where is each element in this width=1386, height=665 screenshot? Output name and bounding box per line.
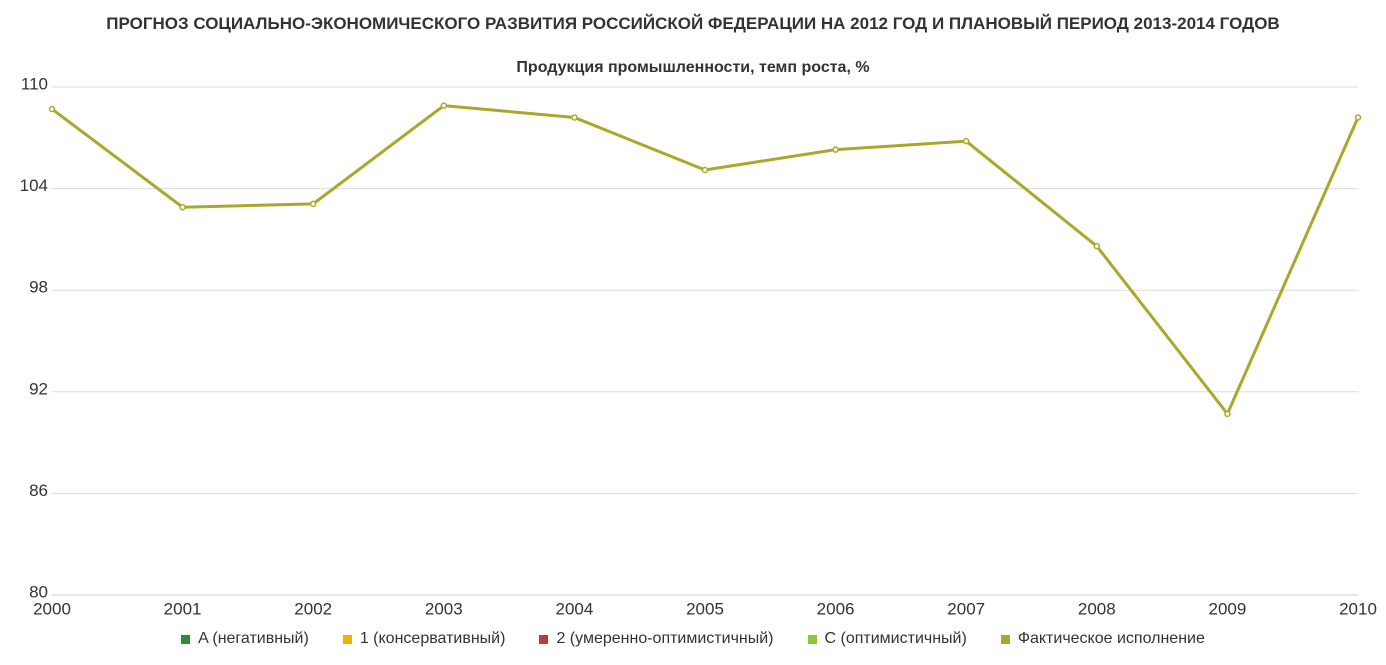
x-tick-label: 2007 — [947, 599, 985, 618]
legend-swatch — [807, 634, 817, 644]
y-tick-label: 80 — [29, 582, 48, 601]
chart-title: ПРОГНОЗ СОЦИАЛЬНО-ЭКОНОМИЧЕСКОГО РАЗВИТИ… — [106, 14, 1280, 33]
data-point — [832, 146, 839, 153]
legend-item: 2 (умеренно-оптимистичный) — [539, 630, 774, 648]
data-point — [48, 105, 56, 113]
series-line — [51, 104, 1360, 417]
data-point — [179, 203, 186, 211]
legend-label: A (негативный) — [198, 630, 309, 647]
data-point — [309, 200, 317, 208]
legend-swatch — [342, 634, 352, 644]
legend-swatch — [181, 634, 191, 644]
data-point — [1093, 242, 1101, 250]
y-tick-label: 104 — [20, 176, 48, 195]
legend-item: 1 (консервативный) — [342, 630, 506, 648]
data-point — [962, 137, 970, 145]
y-tick-label: 110 — [21, 74, 48, 93]
data-point — [440, 102, 448, 109]
y-tick-label: 86 — [29, 481, 48, 500]
legend-item: C (оптимистичный) — [807, 630, 967, 648]
x-tick-label: 2009 — [1208, 599, 1246, 618]
data-point — [701, 166, 709, 174]
chart-subtitle: Продукция промышленности, темп роста, % — [516, 59, 870, 76]
x-tick-label: 2008 — [1078, 599, 1116, 618]
legend-item: Фактическое исполнение — [1000, 630, 1205, 648]
legend: A (негативный) 1 (консервативный) 2 (умере… — [0, 630, 1386, 648]
legend-label: 2 (умеренно-оптимистичный) — [556, 630, 774, 647]
legend-label: C (оптимистичный) — [824, 630, 967, 647]
x-tick-label: 2003 — [425, 599, 463, 618]
legend-swatch — [539, 634, 549, 644]
legend-item: A (негативный) — [181, 630, 309, 648]
data-point — [571, 114, 578, 121]
x-tick-label: 2005 — [686, 599, 724, 618]
data-point — [1224, 410, 1231, 418]
y-tick-label: 92 — [29, 379, 48, 398]
x-tick-label: 2010 — [1339, 599, 1377, 618]
data-point — [1354, 114, 1362, 121]
y-tick-label: 98 — [29, 278, 48, 297]
x-tick-label: 2002 — [294, 599, 332, 618]
legend-swatch — [1000, 634, 1010, 644]
x-tick-label: 2006 — [817, 599, 855, 618]
legend-label: 1 (консервативный) — [359, 630, 506, 647]
x-tick-label: 2004 — [555, 599, 593, 618]
x-tick-label: 2000 — [33, 599, 71, 618]
legend-label: Фактическое исполнение — [1017, 630, 1205, 647]
x-tick-label: 2001 — [164, 599, 202, 618]
